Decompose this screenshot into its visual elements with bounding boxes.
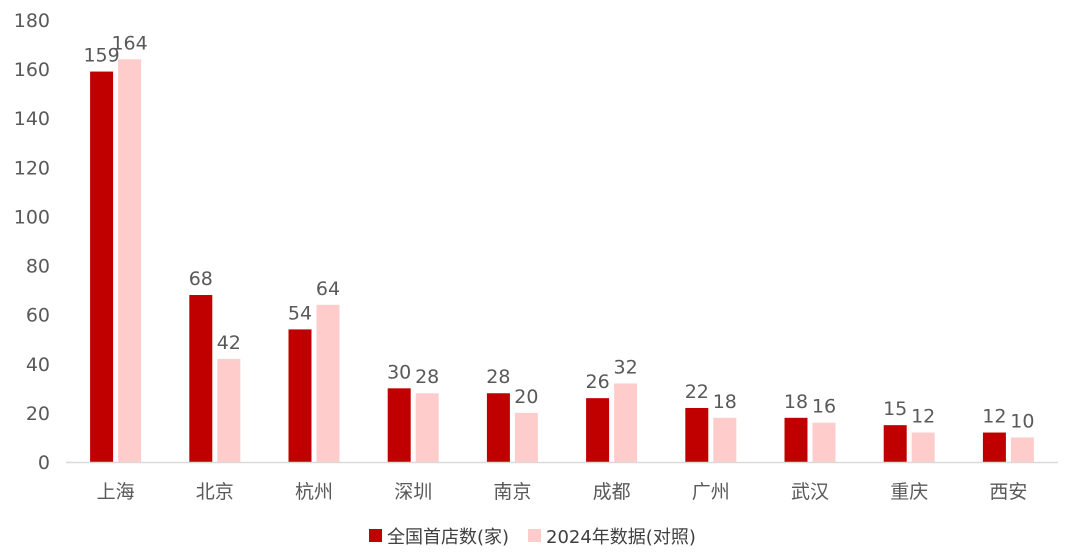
- data-label: 30: [387, 361, 411, 383]
- bar-series-0-2: [288, 329, 312, 462]
- legend-swatch: [369, 529, 382, 542]
- x-axis: 上海 北京 杭州 深圳 南京 成都 广州 武汉 重庆 西安: [97, 481, 1028, 503]
- bar-series-1-2: [316, 304, 340, 462]
- data-label: 26: [586, 371, 610, 393]
- data-label: 64: [316, 278, 340, 300]
- x-tick-label: 西安: [989, 481, 1027, 503]
- y-tick-label: 120: [14, 157, 50, 179]
- data-label: 68: [189, 268, 213, 290]
- y-tick-label: 0: [38, 452, 50, 474]
- x-tick-label: 武汉: [791, 481, 829, 503]
- bar-series-1-0: [118, 59, 142, 463]
- bar-series-0-5: [586, 398, 610, 462]
- y-tick-label: 40: [26, 354, 50, 376]
- bar-series-0-8: [883, 425, 907, 462]
- data-label: 15: [883, 398, 907, 420]
- bar-series-0-0: [90, 71, 114, 463]
- bar-series-1-4: [514, 412, 538, 462]
- y-axis: 0 20 40 60 80 100 120 140 160 180: [14, 10, 50, 474]
- bar-series-0-6: [685, 407, 709, 462]
- x-tick-label: 上海: [97, 481, 135, 503]
- data-label: 12: [911, 406, 935, 428]
- data-label: 28: [486, 366, 510, 388]
- data-label: 28: [415, 366, 439, 388]
- bar-series-1-7: [812, 422, 836, 462]
- y-tick-label: 100: [14, 206, 50, 228]
- y-tick-label: 160: [14, 59, 50, 81]
- data-label: 10: [1010, 410, 1034, 432]
- x-tick-label: 深圳: [394, 481, 432, 503]
- y-tick-label: 80: [26, 256, 50, 278]
- y-tick-label: 60: [26, 305, 50, 327]
- data-label: 18: [713, 391, 737, 413]
- data-label: 164: [111, 32, 147, 54]
- data-label: 32: [614, 356, 638, 378]
- bar-series-0-7: [784, 417, 808, 462]
- data-label: 16: [812, 396, 836, 418]
- x-tick-label: 南京: [493, 481, 531, 503]
- data-label: 22: [685, 381, 709, 403]
- bar-series-0-9: [982, 432, 1006, 462]
- bar-series-1-6: [713, 417, 737, 462]
- x-tick-label: 北京: [196, 481, 234, 503]
- x-tick-label: 成都: [593, 481, 631, 503]
- legend-label: 全国首店数(家): [387, 527, 509, 548]
- bar-series-1-1: [217, 358, 241, 462]
- data-label: 159: [83, 45, 119, 67]
- y-tick-label: 20: [26, 403, 50, 425]
- legend: 全国首店数(家) 2024年数据(对照): [369, 527, 696, 548]
- x-tick-label: 广州: [692, 481, 730, 503]
- bar-series-1-3: [415, 393, 439, 462]
- bar-series-0-4: [486, 393, 510, 462]
- bars: [90, 59, 1034, 463]
- data-label: 54: [288, 302, 312, 324]
- y-tick-label: 140: [14, 108, 50, 130]
- bar-series-1-9: [1010, 437, 1034, 462]
- bar-series-1-8: [911, 432, 935, 462]
- data-label: 42: [217, 332, 241, 354]
- legend-label: 2024年数据(对照): [546, 527, 696, 548]
- bar-series-0-3: [387, 388, 411, 462]
- bar-series-0-1: [189, 295, 213, 462]
- data-label: 18: [784, 391, 808, 413]
- x-tick-label: 重庆: [890, 481, 928, 503]
- x-tick-label: 杭州: [295, 481, 333, 503]
- bar-series-1-5: [614, 383, 638, 462]
- y-tick-label: 180: [14, 10, 50, 32]
- data-label: 12: [982, 406, 1006, 428]
- data-label: 20: [514, 386, 538, 408]
- legend-swatch: [528, 529, 541, 542]
